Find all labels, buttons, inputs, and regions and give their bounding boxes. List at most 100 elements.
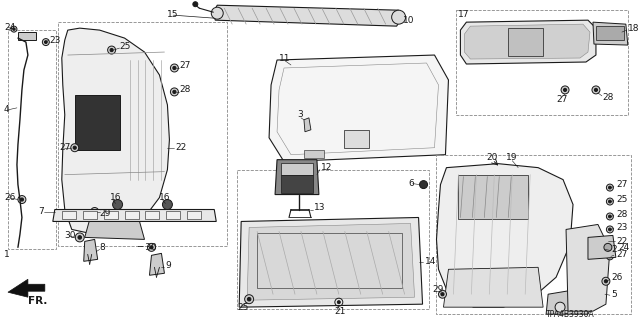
Bar bbox=[257, 233, 402, 288]
Circle shape bbox=[609, 186, 611, 189]
Text: 29: 29 bbox=[100, 209, 111, 218]
Text: 17: 17 bbox=[458, 10, 470, 19]
Text: 24: 24 bbox=[618, 243, 629, 252]
Text: 4: 4 bbox=[4, 105, 10, 114]
Text: 16: 16 bbox=[159, 193, 171, 202]
Bar bbox=[596, 26, 624, 40]
Bar bbox=[166, 212, 180, 220]
Circle shape bbox=[244, 295, 253, 304]
Polygon shape bbox=[239, 218, 422, 307]
Text: 16: 16 bbox=[109, 193, 121, 202]
Polygon shape bbox=[593, 22, 628, 45]
Bar bbox=[18, 32, 36, 40]
Polygon shape bbox=[84, 220, 145, 239]
Circle shape bbox=[18, 196, 26, 204]
Polygon shape bbox=[150, 253, 164, 275]
Circle shape bbox=[42, 39, 49, 45]
Circle shape bbox=[147, 244, 156, 251]
Circle shape bbox=[392, 10, 406, 24]
Circle shape bbox=[609, 200, 611, 203]
Circle shape bbox=[173, 90, 176, 93]
Text: 26: 26 bbox=[4, 193, 15, 202]
Circle shape bbox=[110, 48, 113, 52]
Text: 25: 25 bbox=[616, 195, 627, 204]
Text: 28: 28 bbox=[179, 85, 191, 94]
Circle shape bbox=[91, 207, 99, 215]
Bar bbox=[456, 10, 628, 115]
Bar bbox=[344, 130, 369, 148]
Text: 22: 22 bbox=[616, 237, 627, 246]
Circle shape bbox=[73, 146, 76, 149]
Text: 20: 20 bbox=[486, 153, 498, 162]
Bar bbox=[75, 95, 120, 150]
Circle shape bbox=[595, 88, 598, 92]
Bar bbox=[281, 175, 313, 193]
Bar bbox=[508, 28, 543, 56]
Circle shape bbox=[11, 26, 17, 32]
Polygon shape bbox=[53, 210, 216, 221]
Polygon shape bbox=[304, 118, 311, 132]
Text: 5: 5 bbox=[611, 290, 617, 299]
Bar bbox=[237, 170, 429, 309]
Text: 1: 1 bbox=[4, 250, 10, 259]
Circle shape bbox=[607, 213, 613, 220]
Polygon shape bbox=[444, 267, 543, 307]
Circle shape bbox=[561, 86, 569, 94]
Text: 24: 24 bbox=[4, 23, 15, 32]
Bar bbox=[304, 150, 324, 158]
Circle shape bbox=[609, 228, 611, 231]
Circle shape bbox=[247, 297, 251, 301]
Circle shape bbox=[563, 88, 566, 92]
Polygon shape bbox=[84, 239, 98, 261]
Text: 18: 18 bbox=[628, 24, 639, 33]
Bar bbox=[281, 163, 313, 175]
Circle shape bbox=[609, 215, 611, 218]
Text: 11: 11 bbox=[279, 53, 291, 62]
Circle shape bbox=[170, 64, 179, 72]
Circle shape bbox=[592, 86, 600, 94]
Text: 30: 30 bbox=[65, 231, 76, 240]
Text: 25: 25 bbox=[237, 303, 248, 312]
Text: 6: 6 bbox=[408, 179, 414, 188]
Polygon shape bbox=[8, 279, 45, 297]
Bar bbox=[188, 212, 202, 220]
Text: 2: 2 bbox=[611, 245, 616, 254]
Text: 15: 15 bbox=[168, 10, 179, 19]
Text: 22: 22 bbox=[175, 143, 187, 152]
Text: 28: 28 bbox=[616, 210, 627, 219]
Polygon shape bbox=[247, 223, 415, 300]
Circle shape bbox=[441, 292, 444, 296]
Bar bbox=[436, 155, 631, 314]
Polygon shape bbox=[465, 24, 590, 59]
Circle shape bbox=[193, 2, 198, 7]
Text: 26: 26 bbox=[611, 273, 622, 282]
Text: 10: 10 bbox=[403, 16, 414, 25]
Circle shape bbox=[113, 200, 123, 210]
Circle shape bbox=[44, 41, 47, 44]
Bar bbox=[83, 212, 97, 220]
Text: 27: 27 bbox=[179, 61, 191, 70]
Text: 7: 7 bbox=[38, 207, 44, 216]
Polygon shape bbox=[460, 20, 596, 64]
Text: 19: 19 bbox=[506, 153, 518, 162]
Text: 28: 28 bbox=[602, 93, 613, 102]
Text: 3: 3 bbox=[297, 110, 303, 119]
Bar bbox=[58, 22, 227, 246]
Circle shape bbox=[555, 302, 565, 312]
Circle shape bbox=[607, 226, 613, 233]
Text: 23: 23 bbox=[50, 36, 61, 44]
Circle shape bbox=[604, 280, 607, 283]
Bar bbox=[62, 212, 76, 220]
Circle shape bbox=[108, 46, 116, 54]
Text: 13: 13 bbox=[314, 203, 325, 212]
Polygon shape bbox=[213, 5, 402, 26]
Text: 21: 21 bbox=[335, 307, 346, 316]
Circle shape bbox=[211, 7, 223, 19]
Text: 9: 9 bbox=[165, 261, 171, 270]
Text: FR.: FR. bbox=[28, 296, 47, 306]
Text: 27: 27 bbox=[616, 250, 627, 259]
Bar bbox=[8, 30, 56, 249]
Polygon shape bbox=[566, 224, 610, 311]
Text: 25: 25 bbox=[120, 42, 131, 51]
Circle shape bbox=[13, 28, 15, 30]
